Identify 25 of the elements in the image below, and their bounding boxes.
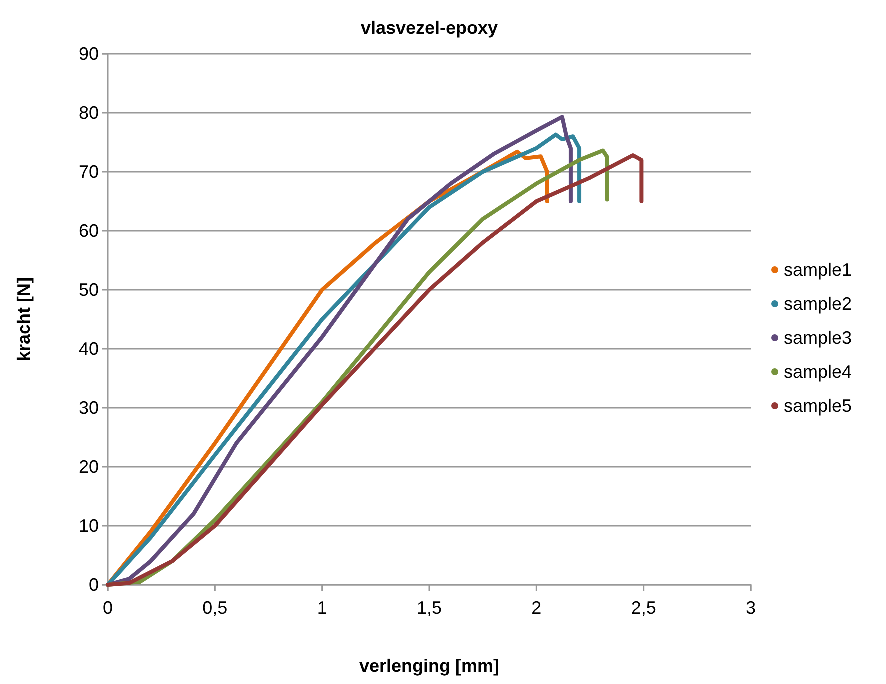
chart-title: vlasvezel-epoxy [360,18,498,38]
legend-label: sample1 [784,260,852,280]
y-tick-label: 50 [78,280,99,300]
y-tick-label: 10 [78,516,99,536]
x-tick-label: 1,5 [416,598,442,618]
x-tick-label: 0 [102,598,114,618]
y-tick-label: 80 [78,102,99,123]
y-tick-label: 0 [88,574,99,595]
y-tick-label: 20 [78,456,99,477]
x-tick-label: 0,5 [202,598,228,618]
legend-label: sample5 [784,396,852,416]
legend-label: sample2 [784,294,852,314]
x-tick-label: 2,5 [631,598,656,618]
legend-label: sample4 [784,362,852,382]
x-axis-title: verlenging [mm] [359,656,500,676]
y-tick-label: 30 [78,398,99,418]
legend-label: sample3 [784,328,852,348]
x-tick-label: 1 [317,598,328,618]
y-axis-title: kracht [N] [14,277,34,362]
y-tick-label: 60 [78,220,99,241]
y-tick-label: 70 [78,162,99,182]
x-tick-label: 2 [532,598,542,618]
y-tick-label: 90 [78,44,99,64]
y-tick-label: 40 [78,338,99,359]
x-tick-label: 3 [746,598,756,618]
